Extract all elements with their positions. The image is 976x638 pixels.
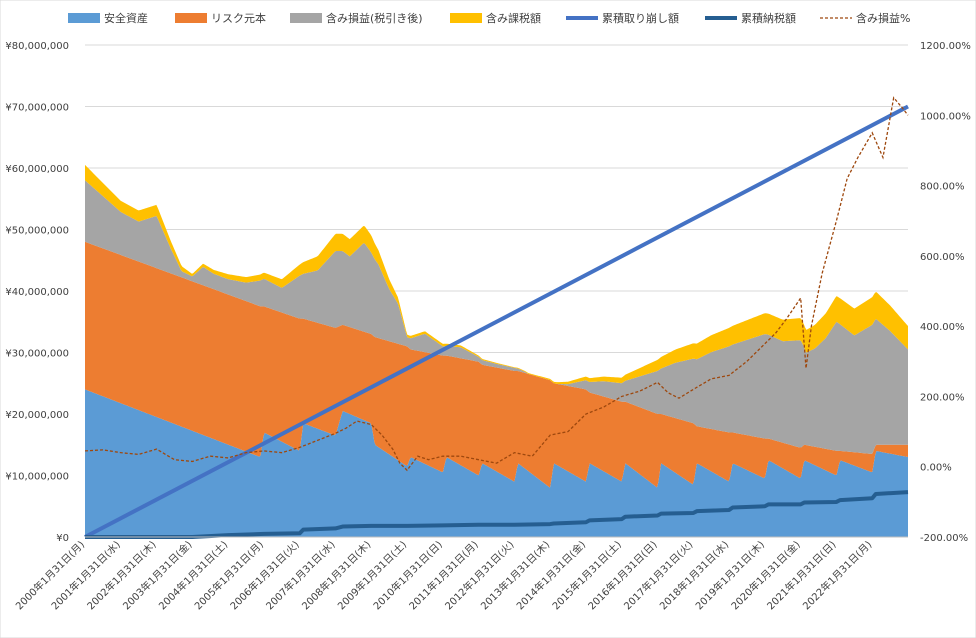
y-axis-left: ¥0 ¥10,000,000 ¥20,000,000 ¥30,000,000 ¥40,0… bbox=[5, 41, 69, 544]
y-axis-right: -200.00% 0.00% 200.00% 400.00% 600.00% 800.00… bbox=[920, 41, 971, 544]
legend-item: 安全資産 bbox=[68, 11, 148, 25]
y-left-tick-label: ¥20,000,000 bbox=[5, 410, 69, 421]
legend-label: 安全資産 bbox=[104, 11, 148, 25]
y-right-tick-label: 800.00% bbox=[920, 182, 965, 193]
legend-item: 累積取り崩し額 bbox=[566, 11, 679, 25]
y-left-tick-label: ¥70,000,000 bbox=[5, 103, 69, 114]
legend-swatch bbox=[290, 13, 322, 23]
y-left-tick-label: ¥80,000,000 bbox=[5, 41, 69, 52]
y-right-tick-label: 600.00% bbox=[920, 252, 965, 263]
legend-item: 含み損益% bbox=[820, 11, 910, 25]
legend-label: 累積納税額 bbox=[741, 11, 796, 25]
y-left-tick-label: ¥40,000,000 bbox=[5, 287, 69, 298]
area-series bbox=[85, 164, 908, 537]
y-right-tick-label: 200.00% bbox=[920, 392, 965, 403]
y-left-tick-label: ¥0 bbox=[56, 533, 69, 544]
legend-item: 含み損益(税引き後) bbox=[290, 11, 423, 25]
y-right-tick-label: 1200.00% bbox=[920, 41, 971, 52]
legend-label: 含み課税額 bbox=[486, 11, 541, 25]
legend-label: リスク元本 bbox=[211, 11, 266, 25]
y-left-tick-label: ¥10,000,000 bbox=[5, 472, 69, 483]
legend-item: 累積納税額 bbox=[705, 11, 796, 25]
area-series-2 bbox=[85, 180, 908, 454]
y-left-tick-label: ¥50,000,000 bbox=[5, 226, 69, 237]
legend-item: リスク元本 bbox=[175, 11, 266, 25]
y-left-tick-label: ¥30,000,000 bbox=[5, 349, 69, 360]
line-series-5 bbox=[85, 490, 909, 539]
y-right-tick-label: 400.00% bbox=[920, 322, 965, 333]
line-series-4 bbox=[84, 104, 909, 539]
area-series-1 bbox=[85, 241, 908, 488]
legend: 安全資産 リスク元本 含み損益(税引き後) 含み課税額 累積取り崩し額 累積納税額 含み損益… bbox=[68, 11, 910, 25]
line-series-6 bbox=[84, 96, 909, 472]
y-left-tick-label: ¥60,000,000 bbox=[5, 164, 69, 175]
line-series bbox=[84, 96, 909, 539]
area-series-0 bbox=[85, 389, 908, 537]
legend-swatch bbox=[68, 13, 100, 23]
y-right-tick-label: -200.00% bbox=[920, 533, 968, 544]
y-right-tick-label: 0.00% bbox=[920, 463, 952, 474]
legend-swatch bbox=[450, 13, 482, 23]
legend-swatch bbox=[175, 13, 207, 23]
legend-label: 含み損益% bbox=[856, 11, 910, 25]
legend-label: 含み損益(税引き後) bbox=[326, 11, 423, 25]
legend-item: 含み課税額 bbox=[450, 11, 541, 25]
y-right-tick-label: 1000.00% bbox=[920, 111, 971, 122]
legend-label: 累積取り崩し額 bbox=[602, 11, 679, 25]
